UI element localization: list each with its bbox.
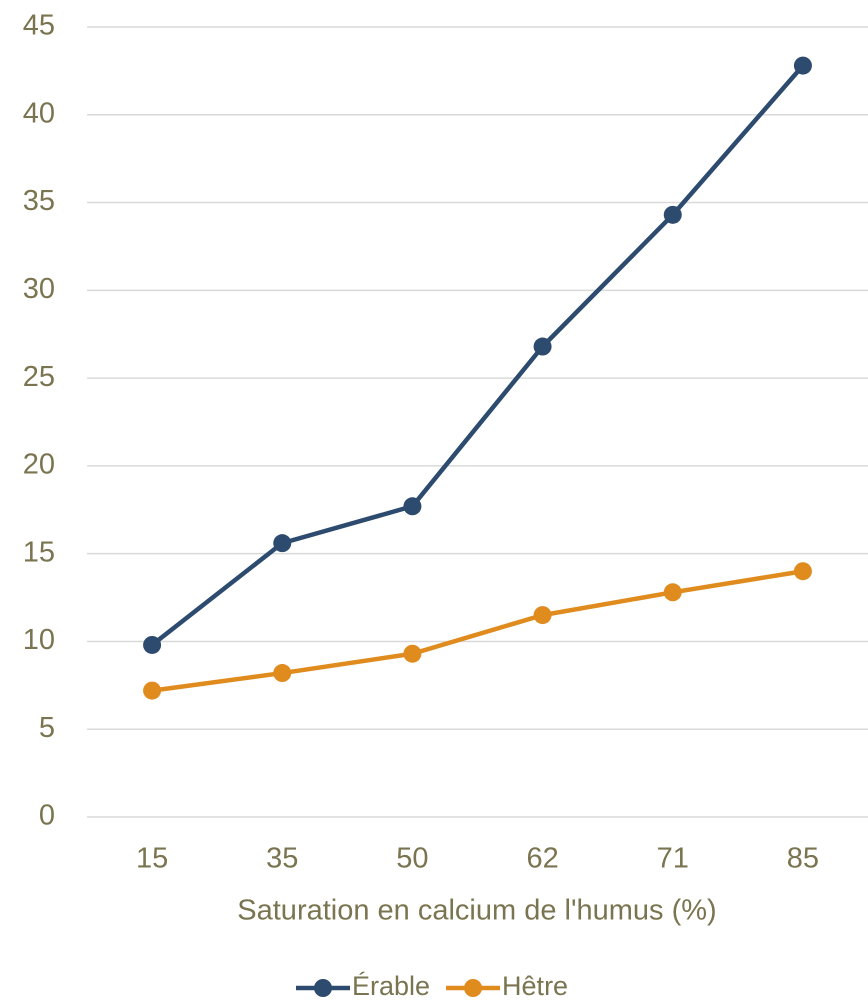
y-tick-label: 45 [23,10,55,42]
data-point [403,644,422,663]
series-line [150,64,805,647]
x-tick-label: 62 [526,843,558,875]
x-tick-label: 35 [266,843,298,875]
data-point [143,681,162,700]
y-tick-label: 40 [23,97,55,129]
x-tick-label: 50 [396,843,428,875]
legend-label: Hêtre [502,971,568,1001]
y-tick-label: 30 [23,273,55,305]
data-point [533,606,552,625]
y-tick-label: 0 [39,800,55,832]
data-point [533,337,552,356]
legend-marker [314,979,332,997]
x-tick-label: 71 [657,843,689,875]
y-tick-label: 15 [23,536,55,568]
y-tick-label: 35 [23,185,55,217]
y-tick-label: 25 [23,361,55,393]
legend-label: Érable [352,971,430,1001]
y-tick-label: 20 [23,449,55,481]
x-tick-label: 15 [136,843,168,875]
data-point [663,583,682,602]
data-point [793,56,812,75]
x-tick-label: 85 [787,843,819,875]
data-point [793,562,812,581]
data-point [143,635,162,654]
y-tick-label: 10 [23,624,55,656]
data-point [663,205,682,224]
legend-marker [464,979,483,997]
x-axis-label: Saturation en calcium de l'humus (%) [237,895,716,927]
y-tick-label: 5 [39,712,55,744]
data-point [273,534,292,553]
data-point [273,664,292,683]
data-point [403,497,422,516]
series-line [151,569,804,693]
